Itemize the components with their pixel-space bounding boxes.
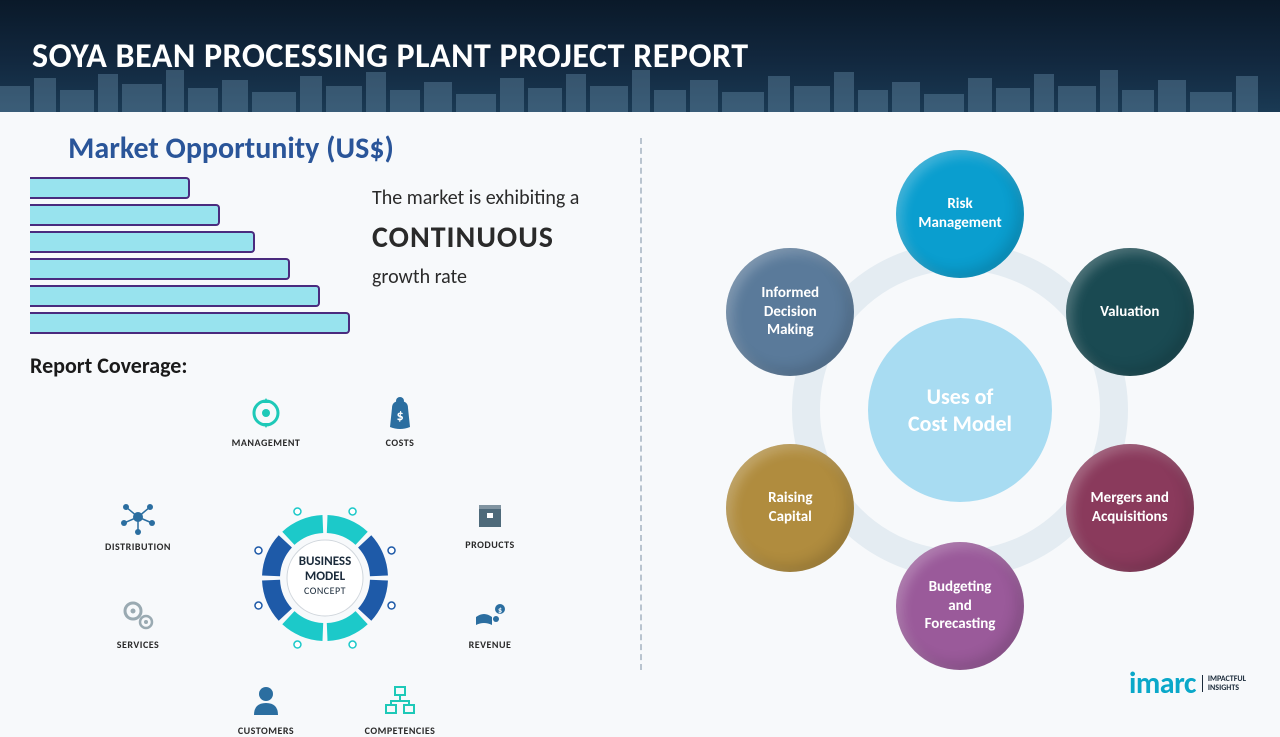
chart-bar: [30, 177, 190, 199]
growth-prefix: The market is exhibiting a: [372, 186, 579, 210]
coverage-item-distribution: DISTRIBUTION: [78, 497, 198, 553]
bm-line1: BUSINESS: [250, 555, 400, 570]
uses-node-label: InformedDecisionMaking: [753, 284, 827, 340]
growth-emphasis: CONTINUOUS: [372, 215, 579, 260]
coverage-item-services: SERVICES: [78, 595, 198, 651]
uses-node: RaisingCapital: [726, 444, 854, 572]
uses-node-label: Valuation: [1092, 303, 1167, 322]
growth-suffix: growth rate: [372, 265, 467, 289]
chart-bar: [30, 285, 320, 307]
products-icon: [430, 495, 550, 535]
coverage-item-costs: $ COSTS: [340, 393, 460, 449]
header: SOYA BEAN PROCESSING PLANT PROJECT REPOR…: [0, 0, 1280, 112]
uses-node-label: Mergers andAcquisitions: [1083, 489, 1177, 527]
uses-center: Uses ofCost Model: [868, 318, 1052, 502]
logo-tagline: IMPACTFUL INSIGHTS: [1202, 675, 1246, 693]
right-panel: Uses ofCost Model RiskManagement Valuatio…: [640, 112, 1280, 720]
chart-bar: [30, 204, 220, 226]
coverage-item-competencies: COMPETENCIES: [340, 681, 460, 737]
uses-node-label: BudgetingandForecasting: [917, 578, 1004, 634]
uses-node: Valuation: [1066, 248, 1194, 376]
coverage-item-customers: CUSTOMERS: [206, 681, 326, 737]
left-panel: Market Opportunity (US$) The market is e…: [0, 112, 640, 720]
coverage-item-label: CUSTOMERS: [206, 724, 326, 737]
coverage-item-management: MANAGEMENT: [206, 393, 326, 449]
distribution-icon: [78, 497, 198, 537]
chart-bar: [30, 312, 350, 334]
uses-center-label: Uses ofCost Model: [908, 383, 1012, 438]
costs-icon: $: [340, 393, 460, 433]
uses-diagram: Uses ofCost Model RiskManagement Valuatio…: [700, 150, 1220, 670]
svg-text:$: $: [396, 407, 403, 424]
coverage-item-label: COMPETENCIES: [340, 724, 460, 737]
bm-sub: CONCEPT: [250, 585, 400, 597]
uses-node: Mergers andAcquisitions: [1066, 444, 1194, 572]
page-title: SOYA BEAN PROCESSING PLANT PROJECT REPOR…: [32, 36, 749, 77]
main-content: Market Opportunity (US$) The market is e…: [0, 112, 1280, 720]
coverage-item-products: PRODUCTS: [430, 495, 550, 551]
chart-bar: [30, 231, 255, 253]
coverage-item-label: COSTS: [340, 436, 460, 449]
uses-node: InformedDecisionMaking: [726, 248, 854, 376]
uses-node-label: RiskManagement: [910, 195, 1009, 233]
bm-line2: MODEL: [250, 570, 400, 585]
services-icon: [78, 595, 198, 635]
growth-text: The market is exhibiting a CONTINUOUS gr…: [372, 177, 579, 292]
coverage-title: Report Coverage:: [30, 352, 612, 379]
uses-node-label: RaisingCapital: [760, 489, 820, 527]
uses-node: BudgetingandForecasting: [896, 542, 1024, 670]
revenue-icon: $: [430, 595, 550, 635]
competencies-icon: [340, 681, 460, 721]
coverage-item-label: SERVICES: [78, 638, 198, 651]
market-bar-chart: [30, 177, 350, 334]
management-icon: [206, 393, 326, 433]
coverage-item-label: PRODUCTS: [430, 538, 550, 551]
coverage-item-revenue: $ REVENUE: [430, 595, 550, 651]
coverage-diagram: BUSINESS MODEL CONCEPT MANAGEMENT $ COSTS D…: [30, 385, 610, 705]
logo-text: imarc: [1129, 665, 1196, 702]
coverage-item-label: DISTRIBUTION: [78, 540, 198, 553]
customers-icon: [206, 681, 326, 721]
svg-text:$: $: [498, 606, 502, 616]
uses-node: RiskManagement: [896, 150, 1024, 278]
brand-logo: imarc IMPACTFUL INSIGHTS: [1129, 665, 1246, 702]
market-title: Market Opportunity (US$): [0, 130, 612, 167]
coverage-item-label: REVENUE: [430, 638, 550, 651]
coverage-item-label: MANAGEMENT: [206, 436, 326, 449]
business-model-center: BUSINESS MODEL CONCEPT: [250, 503, 400, 653]
chart-bar: [30, 258, 290, 280]
